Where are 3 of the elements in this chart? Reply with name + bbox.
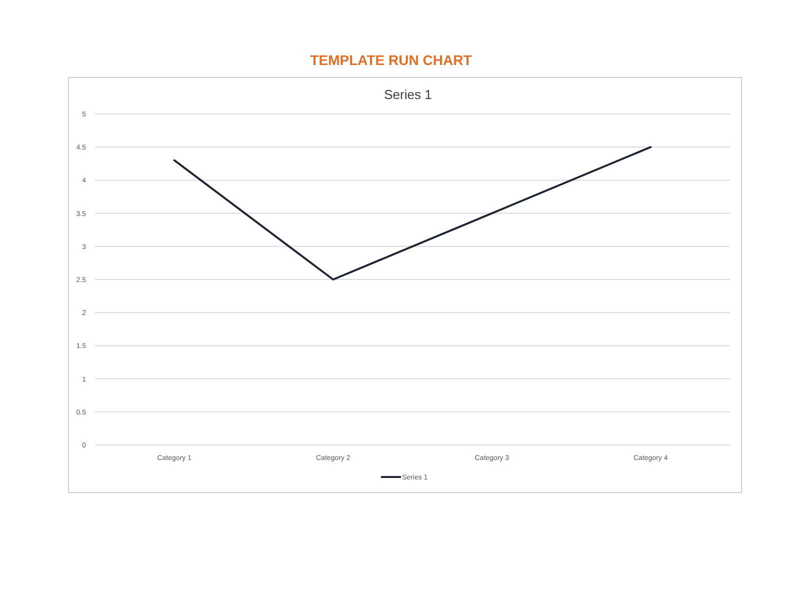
chart-subtitle: Series 1	[384, 87, 432, 102]
chart-title: TEMPLATE RUN CHART	[310, 52, 472, 68]
line-series	[173, 146, 652, 280]
